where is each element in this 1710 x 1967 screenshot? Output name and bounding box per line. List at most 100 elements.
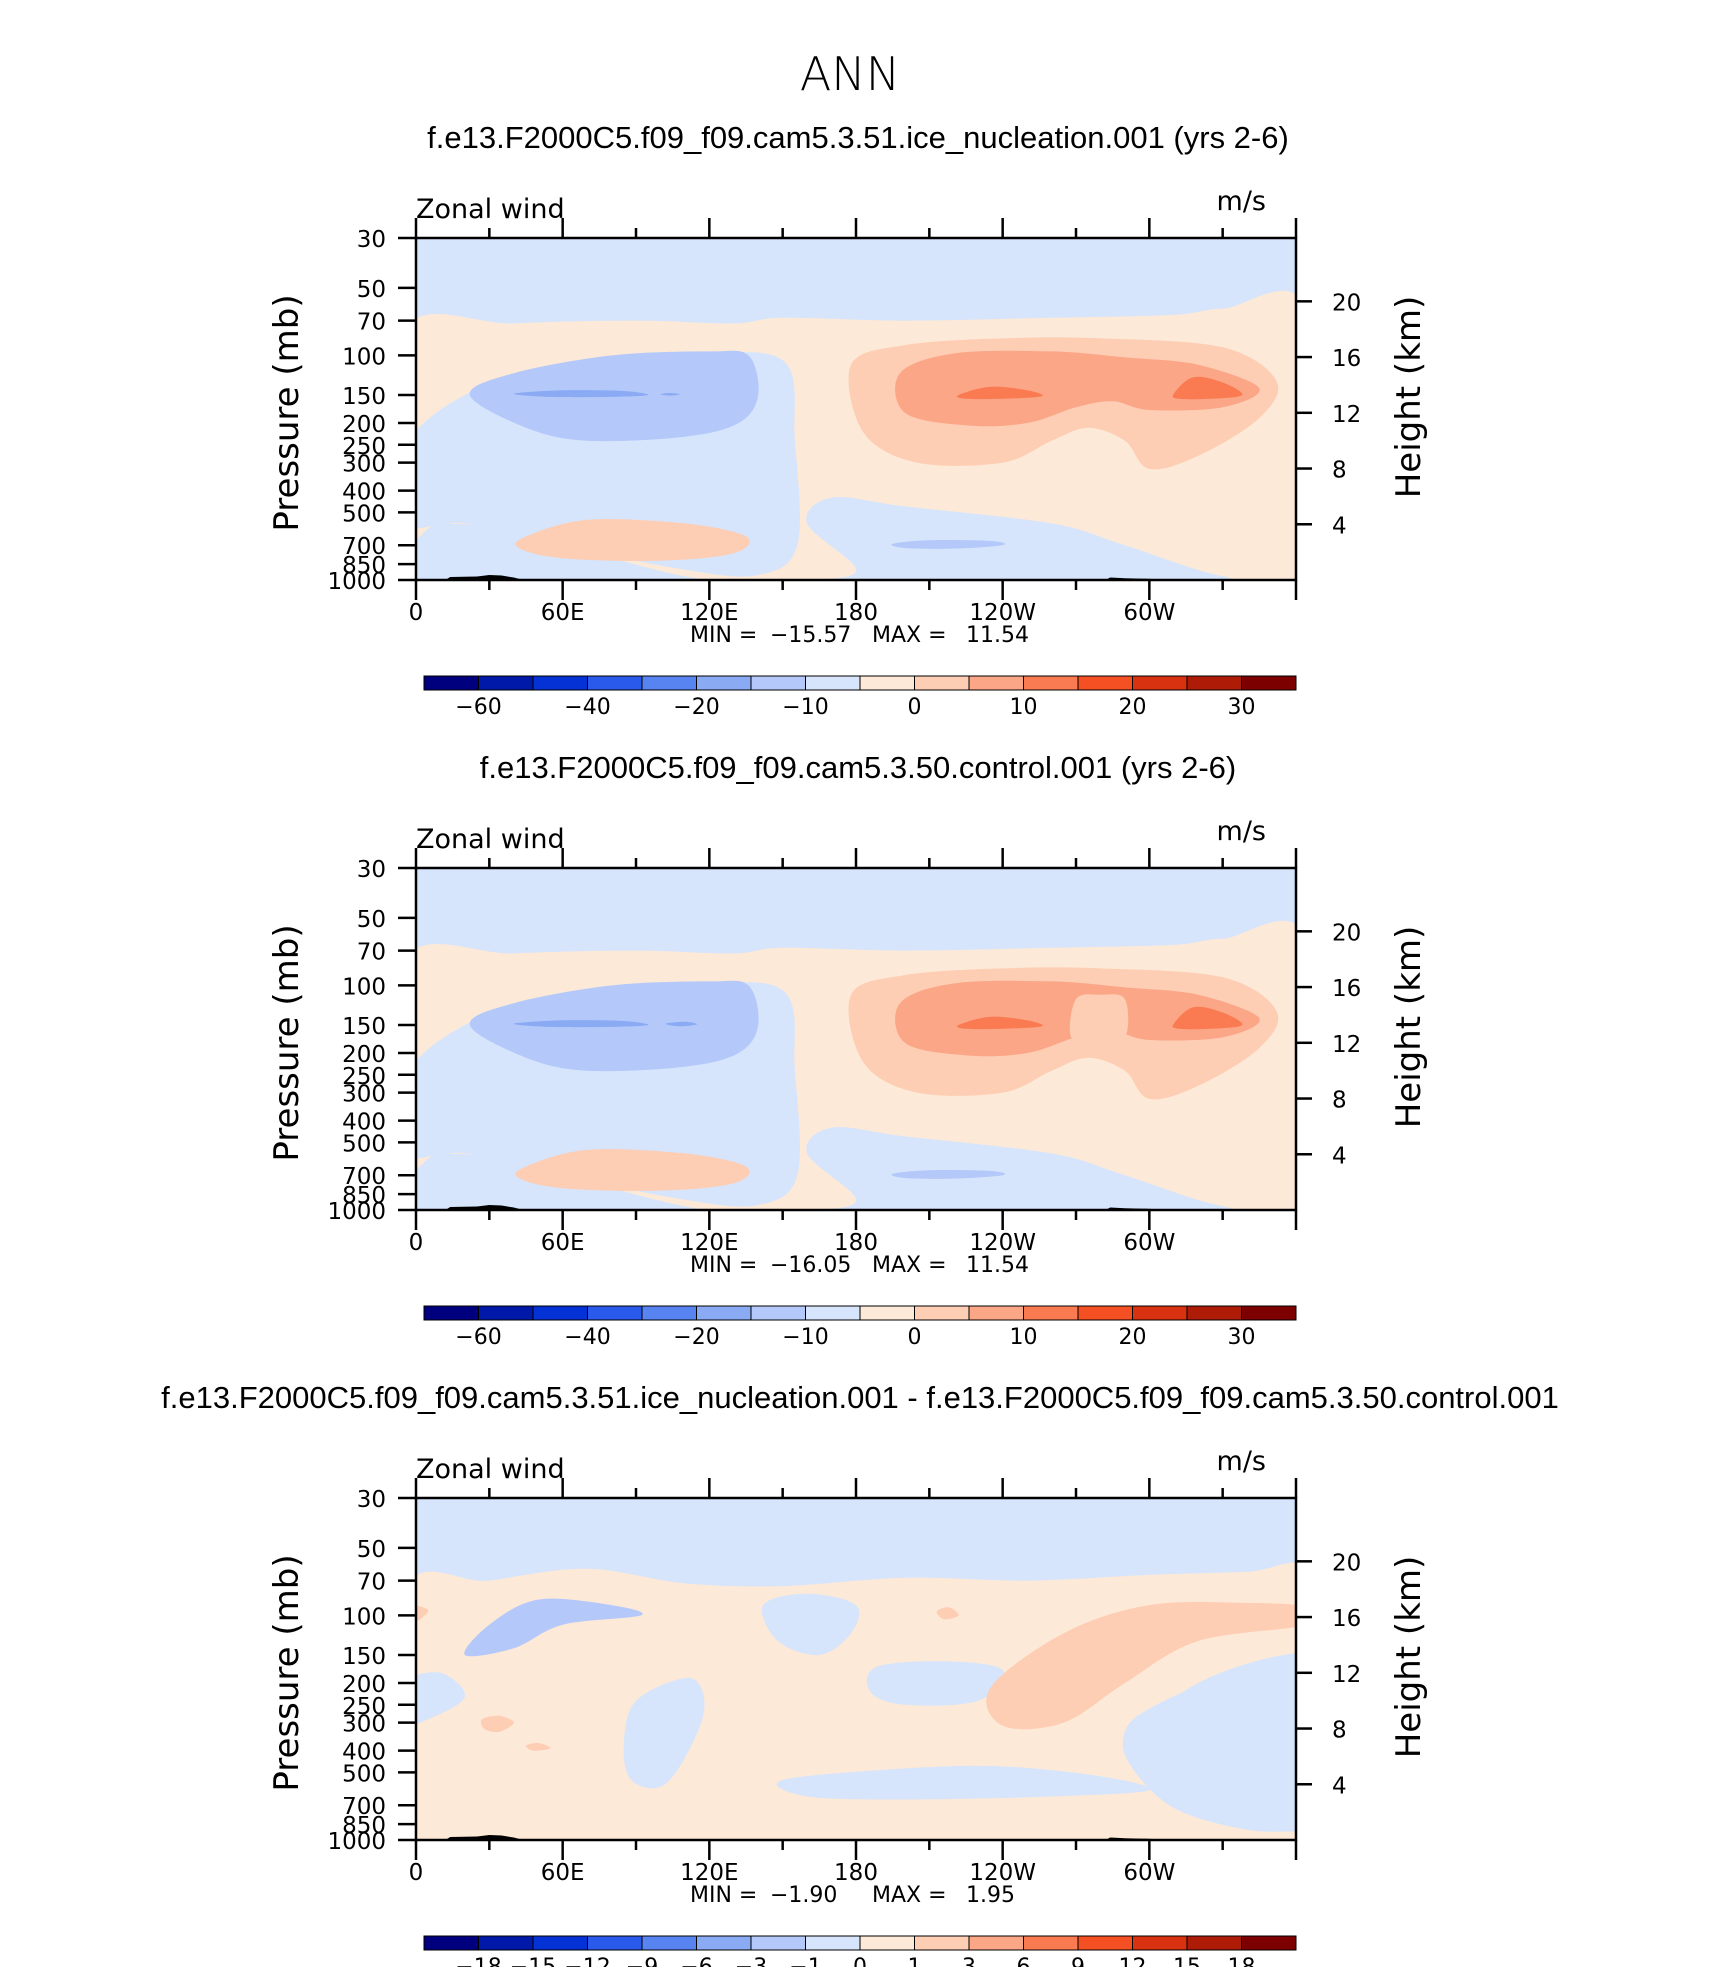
negative-patch-mid: [866, 1661, 1005, 1706]
colorbar-box: [587, 1305, 643, 1321]
colorbar-box: [859, 1935, 915, 1951]
x-tick-label: 60E: [541, 600, 585, 626]
contour-field: [416, 1498, 1296, 1840]
max-label: MAX =: [872, 1883, 947, 1908]
y-tick-label: 30: [357, 857, 386, 883]
colorbar-box: [696, 675, 752, 691]
min-value: −15.57: [770, 623, 851, 648]
min-label: MIN =: [690, 1883, 757, 1908]
y-tick-label: 300: [342, 1712, 386, 1738]
positive-dot: [936, 1607, 959, 1620]
y2-tick-label: 12: [1332, 1032, 1361, 1058]
negative-patch-dateline: [761, 1593, 860, 1656]
colorbar-box: [1077, 1305, 1133, 1321]
colorbar-label: 20: [1119, 695, 1147, 720]
colorbar-label: −18: [455, 1955, 501, 1967]
colorbar-label: 0: [908, 695, 922, 720]
negative-patch-west: [416, 1672, 465, 1725]
y2-axis-title: Height (km): [1389, 926, 1429, 1129]
x-tick-label: 120W: [969, 600, 1036, 626]
positive-spot-small: [525, 1742, 551, 1751]
max-label: MAX =: [872, 623, 947, 648]
x-tick-label: 120E: [680, 1230, 738, 1256]
y-tick-label: 700: [342, 534, 386, 560]
westerly-jet-inner: [895, 350, 1260, 427]
y-tick-label: 150: [342, 1014, 386, 1040]
topography-africa: [445, 1204, 524, 1210]
colorbar-box: [1132, 675, 1188, 691]
colorbar-box: [805, 675, 861, 691]
colorbar-label: −10: [782, 695, 828, 720]
y2-tick-label: 12: [1332, 402, 1361, 428]
colorbar-box: [478, 1935, 534, 1951]
variable-label: Zonal wind: [416, 1454, 565, 1485]
y-tick-label: 300: [342, 452, 386, 478]
colorbar-box: [532, 1305, 588, 1321]
y-tick-label: 700: [342, 1794, 386, 1820]
colorbar-label: 3: [962, 1955, 976, 1967]
topography-africa: [445, 1834, 524, 1840]
x-tick-label: 60E: [541, 1860, 585, 1886]
y2-tick-label: 8: [1332, 458, 1347, 484]
colorbar-box: [696, 1305, 752, 1321]
x-tick-label: 120E: [680, 600, 738, 626]
colorbar-box: [696, 1935, 752, 1951]
low-easterly-lobe: [891, 1169, 1006, 1179]
colorbar-label: 30: [1228, 1325, 1256, 1350]
y-tick-label: 1000: [327, 1199, 386, 1225]
colorbar-label: 20: [1119, 1325, 1147, 1350]
colorbar-label: −60: [455, 695, 501, 720]
positive-edge: [416, 1605, 429, 1622]
min-label: MIN =: [690, 1253, 757, 1278]
colorbar-label: 0: [908, 1325, 922, 1350]
colorbar-box: [641, 1305, 697, 1321]
y-tick-label: 850: [342, 553, 386, 579]
y2-tick-label: 20: [1332, 920, 1361, 946]
min-value: −16.05: [770, 1253, 851, 1278]
negative-patch-low: [776, 1765, 1151, 1800]
colorbar-label: −6: [680, 1955, 712, 1967]
y2-tick-label: 12: [1332, 1662, 1361, 1688]
y-tick-label: 150: [342, 384, 386, 410]
colorbar-box: [859, 1305, 915, 1321]
colorbar-label: −40: [564, 1325, 610, 1350]
y-tick-label: 50: [357, 277, 386, 303]
colorbar-box: [423, 675, 479, 691]
y-tick-label: 700: [342, 1164, 386, 1190]
x-tick-label: 60W: [1123, 1860, 1175, 1886]
colorbar-box: [859, 675, 915, 691]
colorbar-label: −1: [789, 1955, 821, 1967]
y-tick-label: 200: [342, 1672, 386, 1698]
positive-spot: [480, 1715, 514, 1733]
y2-tick-label: 16: [1332, 976, 1361, 1002]
y-tick-label: 250: [342, 434, 386, 460]
colorbar-label: −20: [673, 695, 719, 720]
colorbar-box: [1241, 1305, 1297, 1321]
x-tick-label: 60W: [1123, 1230, 1175, 1256]
x-tick-label: 0: [409, 600, 424, 626]
colorbar-box: [805, 1935, 861, 1951]
jet-gap: [1069, 994, 1129, 1043]
y-tick-label: 1000: [327, 1829, 386, 1855]
low-easterly-lobe: [891, 539, 1006, 549]
variable-label: Zonal wind: [416, 824, 565, 855]
y2-axis-title: Height (km): [1389, 296, 1429, 499]
colorbar-box: [532, 1935, 588, 1951]
y-tick-label: 400: [342, 1110, 386, 1136]
y-tick-label: 100: [342, 1604, 386, 1630]
colorbar-label: −20: [673, 1325, 719, 1350]
y2-tick-label: 20: [1332, 1550, 1361, 1576]
colorbar-label: 12: [1119, 1955, 1147, 1967]
colorbar-box: [914, 675, 970, 691]
x-tick-label: 120W: [969, 1860, 1036, 1886]
colorbar-label: 10: [1010, 695, 1038, 720]
positive-core-east: [986, 1602, 1296, 1730]
jet-core-east: [1172, 1006, 1243, 1030]
colorbar-box: [1186, 675, 1242, 691]
x-tick-label: 60W: [1123, 600, 1175, 626]
y-axis-title: Pressure (mb): [267, 924, 307, 1161]
colorbar-label: 18: [1228, 1955, 1256, 1967]
topography-africa: [445, 574, 524, 580]
y-tick-label: 250: [342, 1064, 386, 1090]
colorbar-box: [423, 1935, 479, 1951]
